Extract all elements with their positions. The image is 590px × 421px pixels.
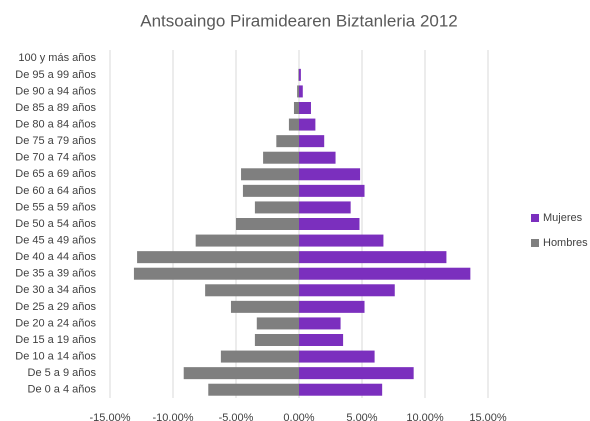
bar: [299, 350, 375, 363]
bar: [299, 317, 341, 330]
y-tick-label: De 30 a 34 años: [15, 284, 96, 296]
bar: [254, 201, 299, 214]
y-tick-label: De 65 a 69 años: [15, 168, 96, 180]
y-tick-label: De 45 a 49 años: [15, 234, 96, 246]
y-tick-label: De 80 a 84 años: [15, 118, 96, 130]
bar: [276, 135, 299, 148]
y-tick-label: De 85 a 89 años: [15, 102, 96, 114]
y-tick-label: De 20 a 24 años: [15, 317, 96, 329]
x-tick-label: -15.00%: [90, 412, 131, 421]
y-tick-label: De 95 a 99 años: [15, 69, 96, 81]
bar: [299, 234, 384, 247]
y-tick-label: De 10 a 14 años: [15, 350, 96, 362]
bar: [299, 218, 360, 230]
bar: [205, 284, 299, 297]
x-tick-label: 0.00%: [283, 412, 314, 421]
bar: [288, 118, 299, 131]
bar: [299, 367, 414, 380]
bar: [242, 184, 299, 197]
y-tick-label: De 55 a 59 años: [15, 201, 96, 213]
y-tick-label: De 75 a 79 años: [15, 135, 96, 147]
bar: [299, 201, 351, 214]
x-tick-label: 15.00%: [469, 412, 507, 421]
bar: [299, 85, 303, 98]
bar: [256, 317, 299, 330]
y-tick-label: De 50 a 54 años: [15, 218, 96, 230]
bar: [299, 135, 325, 148]
bar: [263, 151, 299, 164]
y-tick-label: De 40 a 44 años: [15, 251, 96, 263]
bar: [299, 118, 316, 131]
y-tick-label: De 5 a 9 años: [28, 367, 97, 379]
bar: [298, 68, 299, 81]
bar: [220, 350, 299, 363]
bar: [299, 383, 383, 396]
bar: [299, 334, 344, 346]
y-tick-label: De 25 a 29 años: [15, 301, 96, 313]
legend-swatch: [531, 214, 539, 222]
x-tick-label: -5.00%: [219, 412, 254, 421]
bar: [299, 151, 336, 164]
bar: [208, 383, 299, 396]
bar: [183, 367, 299, 380]
x-tick-label: -10.00%: [153, 412, 194, 421]
y-tick-label: De 35 a 39 años: [15, 268, 96, 280]
bar: [236, 218, 299, 230]
bar: [297, 85, 299, 98]
bar: [293, 102, 299, 114]
x-tick-label: 10.00%: [406, 412, 444, 421]
chart-title: Antsoaingo Piramidearen Biztanleria 2012: [140, 11, 458, 30]
bar: [241, 168, 299, 181]
y-tick-label: 100 y más años: [18, 52, 96, 64]
bar: [299, 267, 471, 280]
x-tick-label: 5.00%: [346, 412, 377, 421]
legend-label: Hombres: [543, 237, 588, 249]
bar: [133, 267, 299, 280]
y-tick-label: De 60 a 64 años: [15, 185, 96, 197]
legend-label: Mujeres: [543, 212, 583, 224]
y-tick-label: De 70 a 74 años: [15, 152, 96, 164]
y-tick-label: De 0 a 4 años: [28, 384, 97, 396]
bar: [299, 102, 311, 114]
bar: [230, 300, 299, 313]
bar: [195, 234, 299, 247]
y-tick-label: De 90 a 94 años: [15, 85, 96, 97]
bar: [299, 184, 365, 197]
y-tick-label: De 15 a 19 años: [15, 334, 96, 346]
bar: [299, 68, 301, 81]
bar: [299, 284, 395, 297]
bar: [299, 251, 447, 264]
bar: [254, 334, 299, 346]
legend-swatch: [531, 239, 539, 247]
bar: [299, 168, 361, 181]
bar: [299, 300, 365, 313]
bar: [137, 251, 299, 264]
